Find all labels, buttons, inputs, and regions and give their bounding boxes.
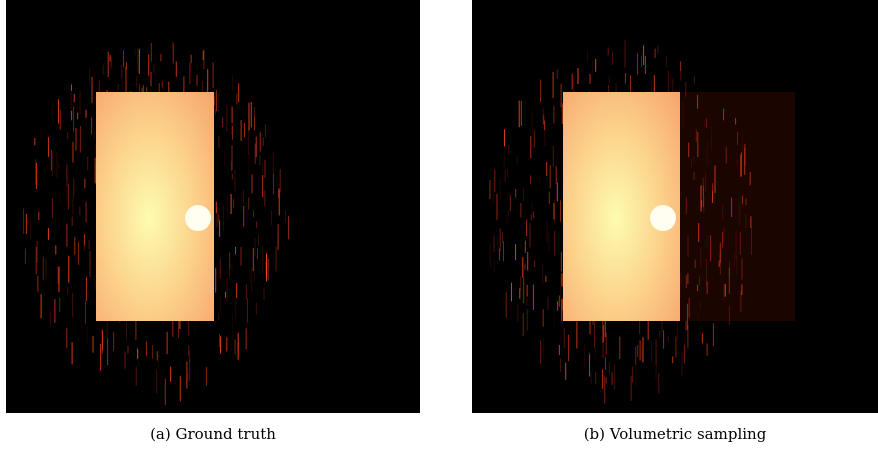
caption: (a) Ground truth xyxy=(6,425,420,443)
render-ground-truth xyxy=(6,0,420,413)
render-volumetric xyxy=(472,0,878,413)
light-sphere xyxy=(650,205,676,231)
caption: (b) Volumetric sampling xyxy=(472,425,878,443)
figure: (a) Ground truth (b) Volumetric sampling xyxy=(0,0,878,451)
light-sphere xyxy=(185,205,211,231)
